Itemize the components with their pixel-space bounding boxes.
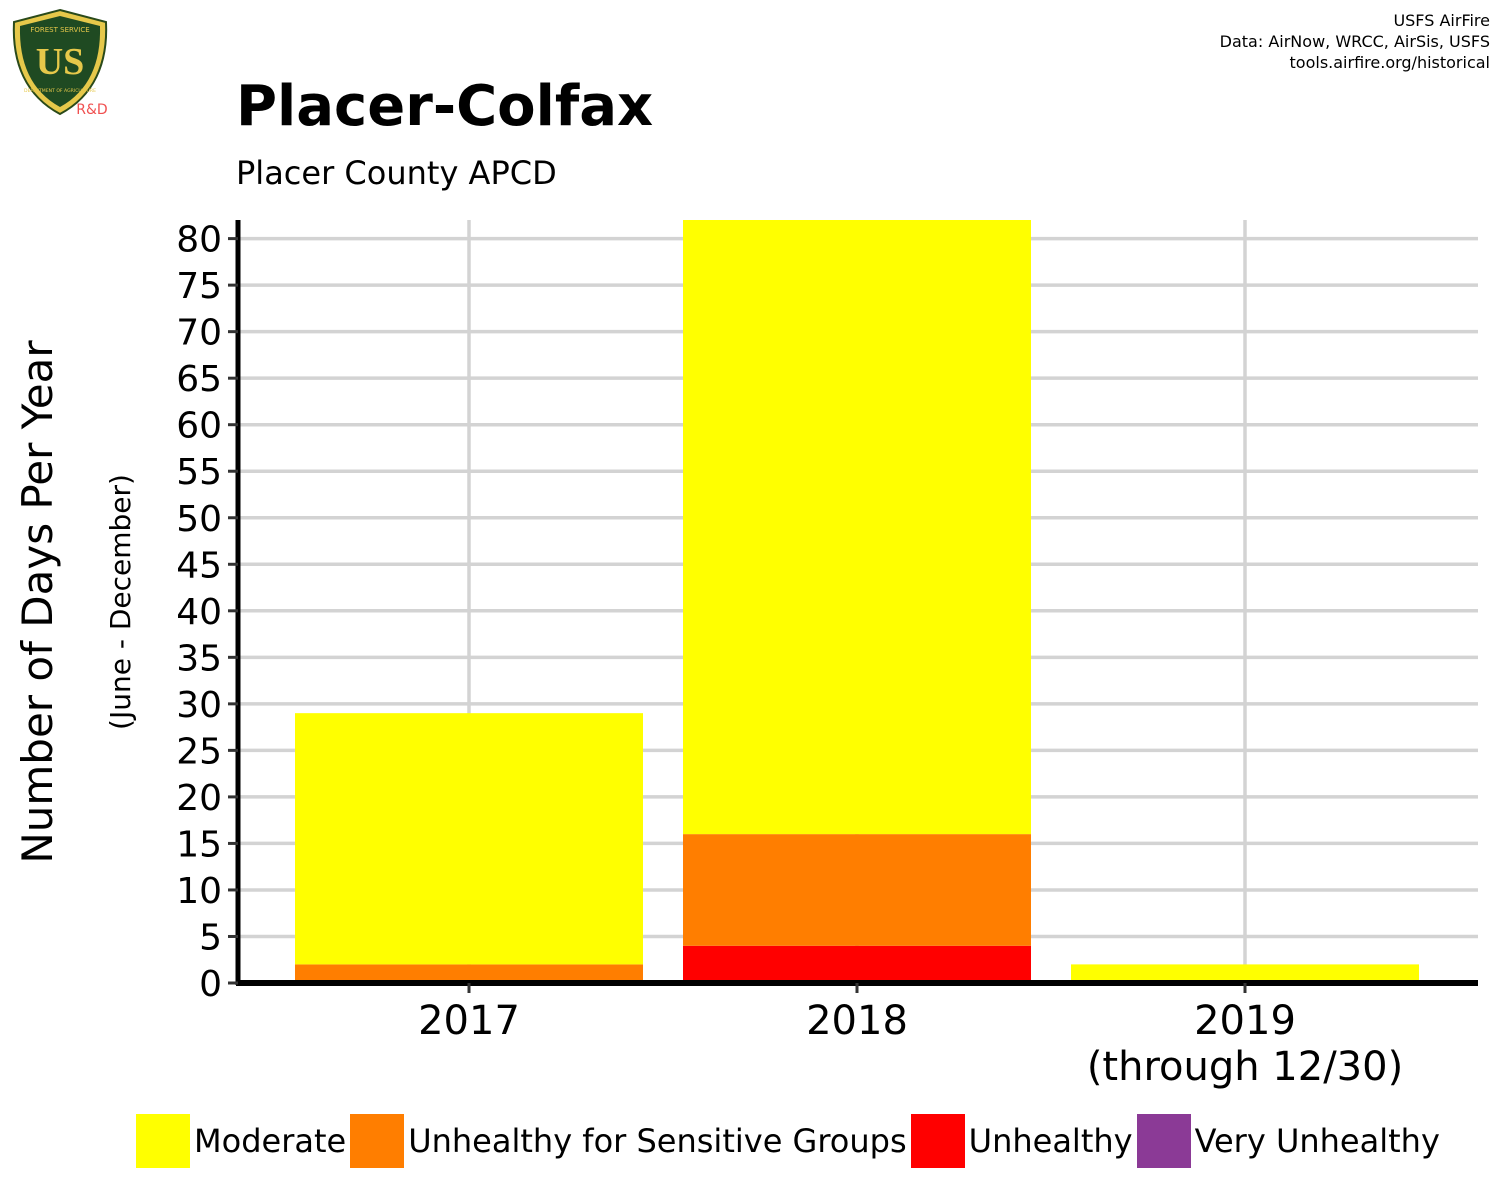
y-tick-label: 70	[176, 313, 222, 354]
y-axis-label: Number of Days Per Year	[13, 340, 62, 864]
y-ticks: 0 5 10 15 20 25 30 35 40 45 50 55 60 65 70 75 80	[176, 220, 238, 1005]
legend-item: Unhealthy	[910, 1114, 1133, 1168]
x-ticks: 2017 2018 2019(through 12/30)	[418, 983, 1403, 1090]
logo-top-text: FOREST SERVICE	[30, 26, 89, 34]
credit-line: tools.airfire.org/historical	[1289, 53, 1490, 72]
y-tick-label: 15	[176, 824, 222, 865]
logo-suffix: R&D	[76, 102, 107, 118]
legend-swatch	[350, 1114, 405, 1168]
legend-swatch	[136, 1114, 190, 1168]
legend-item: Unhealthy for Sensitive Groups	[350, 1114, 907, 1168]
y-tick-label: 65	[176, 359, 222, 400]
chart-subtitle: Placer County APCD	[236, 154, 557, 192]
y-tick-label: 45	[176, 545, 222, 586]
x-tick-label: (through 12/30)	[1087, 1044, 1403, 1090]
bar-segment	[683, 945, 1031, 983]
credit-line: USFS AirFire	[1393, 11, 1490, 30]
x-tick-label: 2017	[418, 998, 520, 1044]
bar-segment	[295, 713, 643, 965]
y-axis-sublabel: (June - December)	[104, 474, 137, 730]
logo-bottom-text: DEPARTMENT OF AGRICULTURE	[24, 88, 96, 94]
y-tick-label: 0	[199, 964, 222, 1005]
y-tick-label: 30	[176, 685, 222, 726]
legend-label: Moderate	[194, 1122, 347, 1160]
y-tick-label: 75	[176, 266, 222, 307]
logo-letters: US	[36, 41, 85, 83]
credit-line: Data: AirNow, WRCC, AirSis, USFS	[1219, 32, 1490, 51]
usfs-logo: US FOREST SERVICE DEPARTMENT OF AGRICULT…	[12, 8, 108, 118]
bar-segment	[683, 834, 1031, 946]
legend-label: Unhealthy for Sensitive Groups	[408, 1122, 907, 1160]
chart-title: Placer-Colfax	[236, 74, 654, 139]
legend-label: Very Unhealthy	[1194, 1122, 1440, 1160]
bars	[295, 220, 1419, 983]
x-tick-label: 2018	[806, 998, 908, 1044]
bar-segment	[295, 964, 643, 983]
y-tick-label: 10	[176, 871, 222, 912]
y-tick-label: 35	[176, 638, 222, 679]
bar-segment	[1071, 964, 1419, 983]
y-tick-label: 5	[199, 917, 222, 958]
legend-item: Very Unhealthy	[1136, 1114, 1440, 1168]
legend-swatch	[910, 1114, 965, 1168]
y-tick-label: 80	[176, 220, 222, 261]
y-tick-label: 50	[176, 499, 222, 540]
y-tick-label: 60	[176, 406, 222, 447]
y-tick-label: 40	[176, 592, 222, 633]
legend-item: Moderate	[136, 1114, 346, 1168]
legend-label: Unhealthy	[968, 1122, 1133, 1160]
bar-segment	[683, 220, 1031, 835]
credits: USFS AirFire Data: AirNow, WRCC, AirSis,…	[1220, 10, 1490, 73]
y-tick-label: 55	[176, 452, 222, 493]
y-tick-label: 20	[176, 778, 222, 819]
y-tick-label: 25	[176, 731, 222, 772]
legend-swatch	[1136, 1114, 1191, 1168]
x-tick-label: 2019	[1194, 998, 1296, 1044]
legend: Moderate Unhealthy for Sensitive Groups Un…	[136, 1113, 1444, 1169]
